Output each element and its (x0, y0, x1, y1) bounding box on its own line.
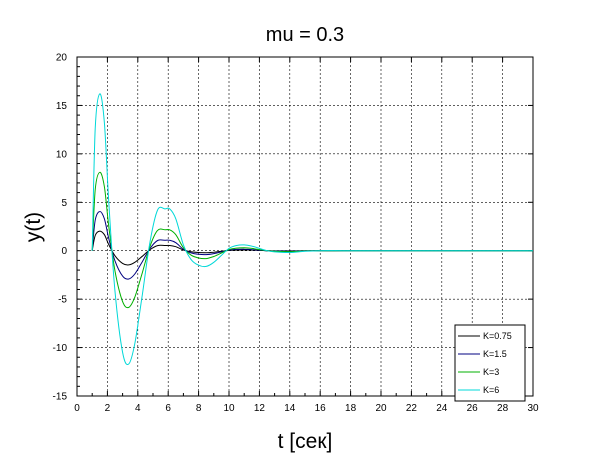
x-tick-label: 2 (105, 403, 111, 414)
legend-box (454, 324, 526, 402)
series-line-k-0-75 (91, 230, 533, 266)
series-line-k-3 (91, 171, 533, 309)
x-tick-label: 24 (436, 403, 448, 414)
y-tick-label: 0 (61, 246, 67, 257)
y-tick-label: -15 (53, 392, 68, 403)
x-tick-label: 8 (196, 403, 202, 414)
x-tick-label: 22 (406, 403, 418, 414)
y-tick-label: -10 (53, 343, 68, 354)
legend-label: K=0.75 (483, 331, 512, 341)
y-tick-label: -5 (58, 295, 67, 306)
x-tick-label: 6 (165, 403, 171, 414)
y-tick-label: 20 (56, 53, 68, 64)
x-tick-label: 10 (223, 403, 235, 414)
legend-label: K=6 (483, 385, 499, 395)
series-lines (91, 93, 533, 366)
x-tick-label: 4 (135, 403, 141, 414)
x-tick-label: 12 (254, 403, 266, 414)
x-tick-label: 30 (527, 403, 539, 414)
x-tick-label: 18 (345, 403, 357, 414)
legend-label: K=1.5 (483, 349, 507, 359)
legend-label: K=3 (483, 367, 499, 377)
y-tick-label: 15 (56, 101, 68, 112)
x-tick-label: 28 (497, 403, 509, 414)
x-tick-label: 26 (467, 403, 479, 414)
y-tick-label: 10 (56, 149, 68, 160)
x-tick-label: 0 (74, 403, 80, 414)
x-axis-label: t [сек] (278, 430, 333, 453)
series-line-k-6 (91, 93, 533, 366)
y-axis-label: y(t) (22, 212, 45, 242)
chart-title: mu = 0.3 (266, 24, 344, 46)
x-tick-label: 14 (284, 403, 296, 414)
axis-ticks: 0 2 4 6 8 10 12 14 16 18 20 22 24 26 28 30-15-10-505101… (53, 53, 539, 415)
x-tick-label: 20 (375, 403, 387, 414)
y-tick-label: 5 (61, 198, 67, 209)
x-tick-label: 16 (315, 403, 327, 414)
legend: K=0.75 K=1.5 K=3 K=6 (454, 324, 526, 402)
